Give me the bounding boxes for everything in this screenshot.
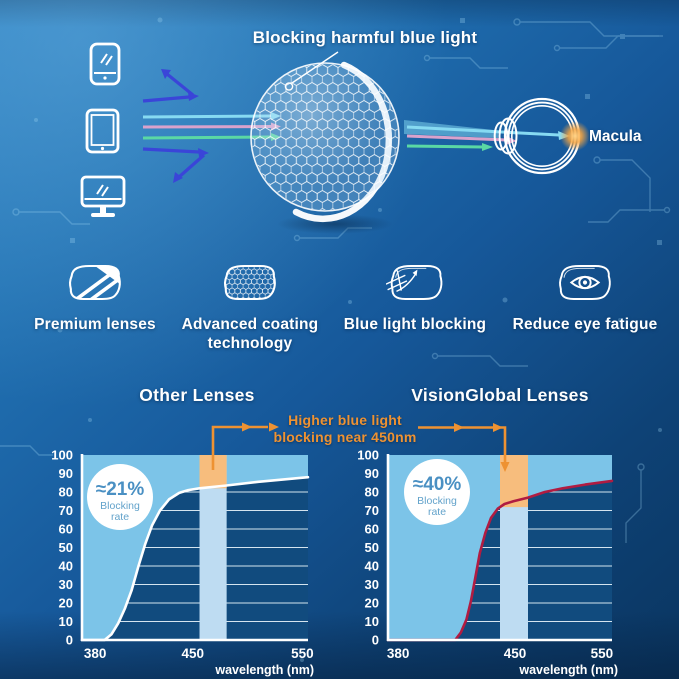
macula-label: Macula	[589, 128, 642, 145]
feature-label: Advanced coating technology	[181, 316, 319, 352]
annotation-line1: Higher blue light	[288, 412, 402, 428]
svg-text:rate: rate	[428, 506, 446, 518]
svg-text:80: 80	[59, 485, 73, 500]
smartphone-icon	[89, 42, 121, 86]
svg-text:wavelength (nm): wavelength (nm)	[518, 663, 618, 677]
annotation-line2: blocking near 450nm	[273, 429, 417, 445]
svg-text:450: 450	[504, 646, 527, 661]
feature-blue-light-blocking: Blue light blocking	[327, 263, 503, 334]
feature-advanced-coating: Advanced coating technology	[162, 263, 338, 353]
feature-label: Blue light blocking	[343, 316, 487, 333]
svg-text:60: 60	[59, 522, 73, 537]
lens-blocking-diagram	[80, 42, 590, 234]
svg-text:20: 20	[59, 596, 73, 611]
svg-text:40: 40	[59, 559, 73, 574]
svg-text:10: 10	[365, 614, 379, 629]
svg-text:100: 100	[357, 448, 379, 463]
svg-text:0: 0	[372, 633, 379, 648]
eye-lens-icon	[559, 265, 611, 300]
svg-text:20: 20	[365, 596, 379, 611]
svg-text:90: 90	[59, 466, 73, 481]
svg-text:380: 380	[387, 646, 410, 661]
feature-premium-lenses: Premium lenses	[7, 263, 183, 334]
svg-text:90: 90	[365, 466, 379, 481]
chart-title-other-lenses: Other Lenses	[139, 385, 255, 405]
svg-text:80: 80	[365, 485, 379, 500]
svg-text:Blocking: Blocking	[100, 500, 140, 512]
svg-text:70: 70	[59, 503, 73, 518]
tablet-icon	[85, 108, 120, 154]
feature-reduce-eye-fatigue: Reduce eye fatigue	[497, 263, 673, 334]
monitor-icon	[80, 175, 126, 217]
blue-light-blocking-lens-icon	[386, 265, 443, 300]
svg-text:60: 60	[365, 522, 379, 537]
svg-text:550: 550	[591, 646, 614, 661]
transmitted-light-rays	[404, 120, 570, 151]
annotation-higher-blocking: Higher blue light blocking near 450nm	[240, 412, 450, 446]
eye-diagram	[493, 97, 590, 175]
feature-label: Reduce eye fatigue	[512, 316, 658, 333]
svg-text:≈21%: ≈21%	[96, 479, 145, 500]
svg-text:550: 550	[291, 646, 314, 661]
svg-text:10: 10	[59, 614, 73, 629]
chart-title-visionglobal-lenses: VisionGlobal Lenses	[411, 385, 589, 405]
svg-text:70: 70	[365, 503, 379, 518]
coated-lens	[250, 61, 400, 234]
blocking-label: Blocking harmful blue light	[252, 28, 478, 47]
svg-text:rate: rate	[111, 511, 129, 523]
premium-lens-icon	[68, 264, 121, 301]
svg-text:450: 450	[181, 646, 204, 661]
svg-text:380: 380	[84, 646, 107, 661]
svg-text:50: 50	[365, 540, 379, 555]
svg-text:wavelength (nm): wavelength (nm)	[214, 663, 314, 677]
svg-text:30: 30	[365, 577, 379, 592]
svg-text:Blocking: Blocking	[417, 495, 457, 507]
svg-text:≈40%: ≈40%	[413, 474, 462, 495]
svg-text:50: 50	[59, 540, 73, 555]
svg-text:30: 30	[59, 577, 73, 592]
feature-label: Premium lenses	[34, 316, 156, 333]
label-pointer-line	[284, 51, 339, 91]
svg-text:40: 40	[365, 559, 379, 574]
coating-lens-icon	[223, 264, 276, 301]
macula-glow	[560, 121, 590, 151]
svg-text:0: 0	[66, 633, 73, 648]
svg-text:100: 100	[51, 448, 73, 463]
